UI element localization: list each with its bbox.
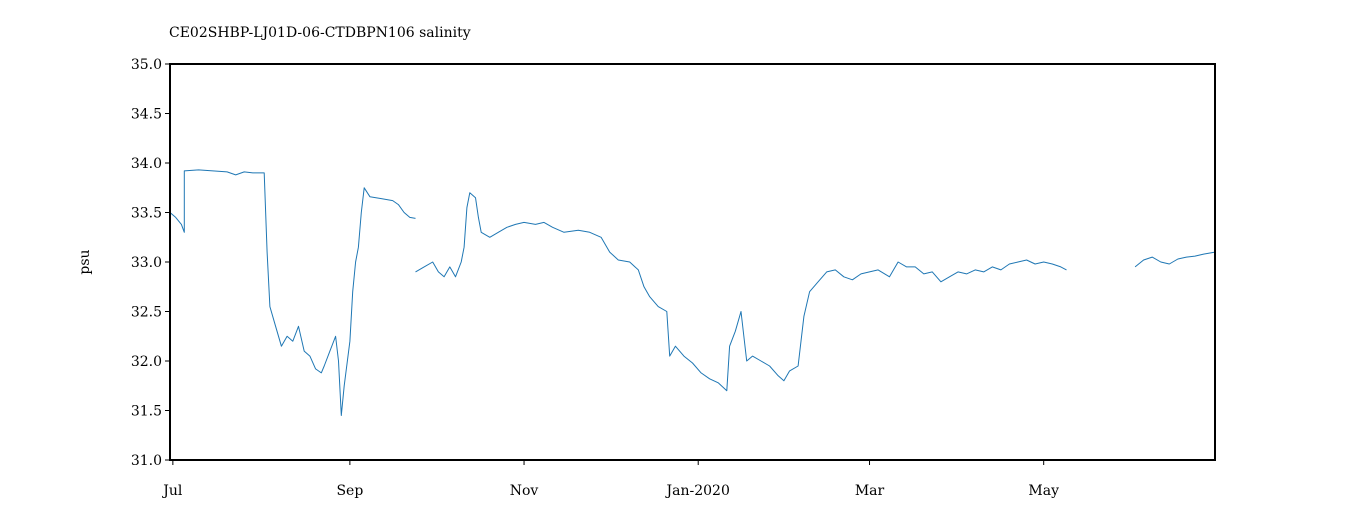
x-tick-label: Jul (161, 483, 183, 499)
y-tick-label: 33.0 (131, 255, 162, 271)
salinity-series-line (169, 169, 416, 416)
y-tick-label: 34.5 (131, 107, 162, 123)
x-tick-label: Mar (855, 483, 885, 499)
y-tick-label: 34.0 (131, 156, 162, 172)
x-tick-label: Sep (336, 483, 363, 499)
x-axis: Jul Sep Nov Jan-2020 Mar May (161, 460, 1059, 499)
x-tick-label: Jan-2020 (665, 483, 730, 499)
salinity-series-line (415, 192, 1067, 392)
y-tick-label: 32.5 (131, 305, 162, 321)
y-tick-label: 31.0 (131, 453, 162, 469)
plot-area (169, 169, 1216, 416)
chart-title: CE02SHBP-LJ01D-06-CTDBPN106 salinity (169, 25, 471, 41)
salinity-series-line (1134, 251, 1216, 268)
y-tick-label: 33.5 (131, 206, 162, 222)
x-tick-label: May (1028, 483, 1059, 499)
x-tick-label: Nov (510, 483, 539, 499)
y-tick-label: 31.5 (131, 404, 162, 420)
plot-frame (169, 63, 1216, 461)
y-axis-label: psu (77, 249, 93, 274)
y-tick-label: 32.0 (131, 354, 162, 370)
y-axis: 31.0 31.5 32.0 32.5 33.0 33.5 34.0 34.5 35.0 (131, 57, 170, 469)
y-tick-label: 35.0 (131, 57, 162, 73)
